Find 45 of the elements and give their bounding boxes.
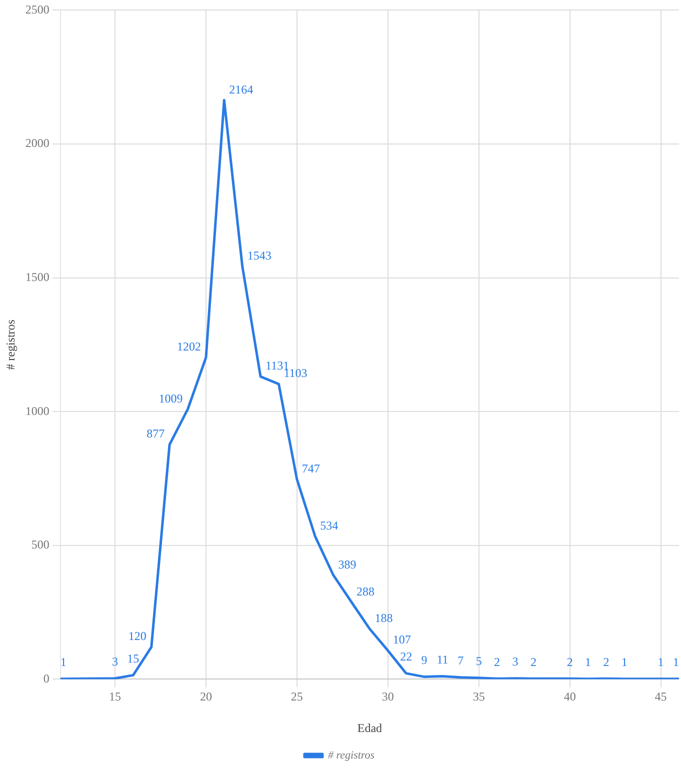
data-label: 2 [566, 654, 573, 669]
data-label: 22 [400, 649, 412, 664]
y-tick-label: 1500 [25, 270, 50, 284]
data-label: 2164 [229, 82, 254, 96]
y-tick-label: 2500 [25, 2, 50, 16]
y-tick-label: 500 [31, 538, 50, 552]
y-tick-label: 2000 [25, 136, 50, 150]
data-label: 1 [60, 655, 66, 670]
data-label: 1 [658, 655, 664, 670]
data-label: 534 [320, 518, 338, 532]
x-tick-label: 45 [654, 690, 667, 704]
y-tick-label: 1000 [25, 404, 50, 418]
data-label: 288 [356, 584, 375, 598]
legend-label: # registros [328, 749, 375, 762]
data-label: 747 [302, 461, 320, 476]
x-tick-label: 35 [472, 690, 485, 704]
y-tick-label: 0 [43, 671, 50, 686]
data-label: 3 [112, 654, 118, 669]
data-label: 2 [494, 654, 500, 669]
data-label: 107 [392, 632, 411, 647]
x-tick-label: 25 [290, 690, 303, 704]
x-tick-label: 40 [564, 690, 576, 704]
data-label: 7 [458, 653, 464, 668]
data-label: 15 [127, 651, 140, 666]
y-axis-title: # registros [3, 319, 18, 370]
data-label: 188 [374, 611, 393, 626]
data-label: 2 [530, 654, 536, 669]
data-label: 1543 [247, 248, 272, 262]
data-label: 1 [585, 655, 592, 670]
x-tick-label: 30 [382, 690, 394, 704]
data-label: 1 [673, 655, 679, 670]
data-label: 11 [436, 652, 448, 666]
data-label: 3 [512, 654, 518, 669]
data-label: 2 [603, 654, 610, 669]
data-label: 1 [621, 655, 628, 670]
data-label: 9 [421, 652, 428, 667]
data-label: 120 [128, 629, 146, 644]
data-label: 877 [146, 426, 165, 441]
data-label: 5 [476, 654, 482, 668]
data-label: 1202 [176, 340, 201, 354]
x-axis-title: Edad [357, 720, 382, 735]
x-tick-label: 15 [108, 690, 121, 704]
data-label: 1009 [158, 391, 183, 406]
data-label: 389 [338, 557, 356, 572]
x-tick-label: 20 [200, 690, 212, 704]
